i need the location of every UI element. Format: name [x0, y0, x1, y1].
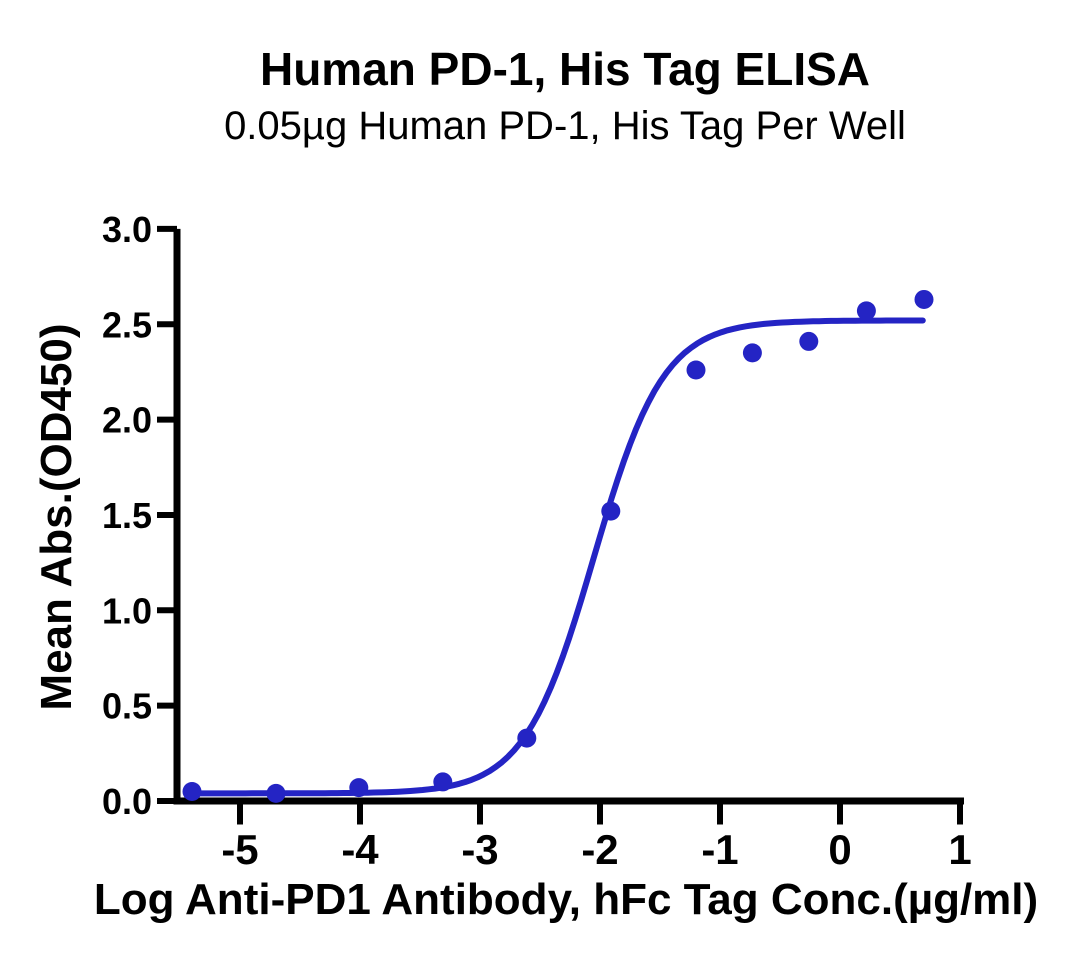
y-tick-label: 2.0 [102, 400, 152, 441]
x-tick-label: -4 [341, 826, 379, 873]
y-tick-label: 0.5 [102, 686, 152, 727]
y-tick-label: 3.0 [102, 209, 152, 250]
x-tick-label: 1 [948, 826, 971, 873]
data-point [686, 360, 706, 380]
data-point [742, 343, 762, 363]
y-tick-label: 1.0 [102, 590, 152, 631]
data-point [349, 778, 369, 798]
data-point [433, 772, 453, 792]
x-tick-label: 0 [828, 826, 851, 873]
x-axis-title: Log Anti-PD1 Antibody, hFc Tag Conc.(µg/… [93, 875, 1039, 924]
chart-subtitle: 0.05µg Human PD-1, His Tag Per Well [224, 104, 906, 148]
x-tick-label: -1 [701, 826, 738, 873]
x-tick-label: -5 [221, 826, 258, 873]
y-tick-label: 2.5 [102, 304, 152, 345]
data-point [799, 331, 819, 351]
data-point [856, 301, 876, 321]
x-tick-label: -3 [461, 826, 498, 873]
data-point [601, 501, 621, 521]
y-tick-label: 1.5 [102, 495, 152, 536]
data-point [914, 289, 934, 309]
data-point [517, 728, 537, 748]
data-point [182, 781, 202, 801]
y-tick-label: 0.0 [102, 781, 152, 822]
data-point [266, 783, 286, 803]
fit-curve [187, 317, 926, 797]
x-tick-label: -2 [581, 826, 618, 873]
chart-title: Human PD-1, His Tag ELISA [259, 43, 871, 95]
